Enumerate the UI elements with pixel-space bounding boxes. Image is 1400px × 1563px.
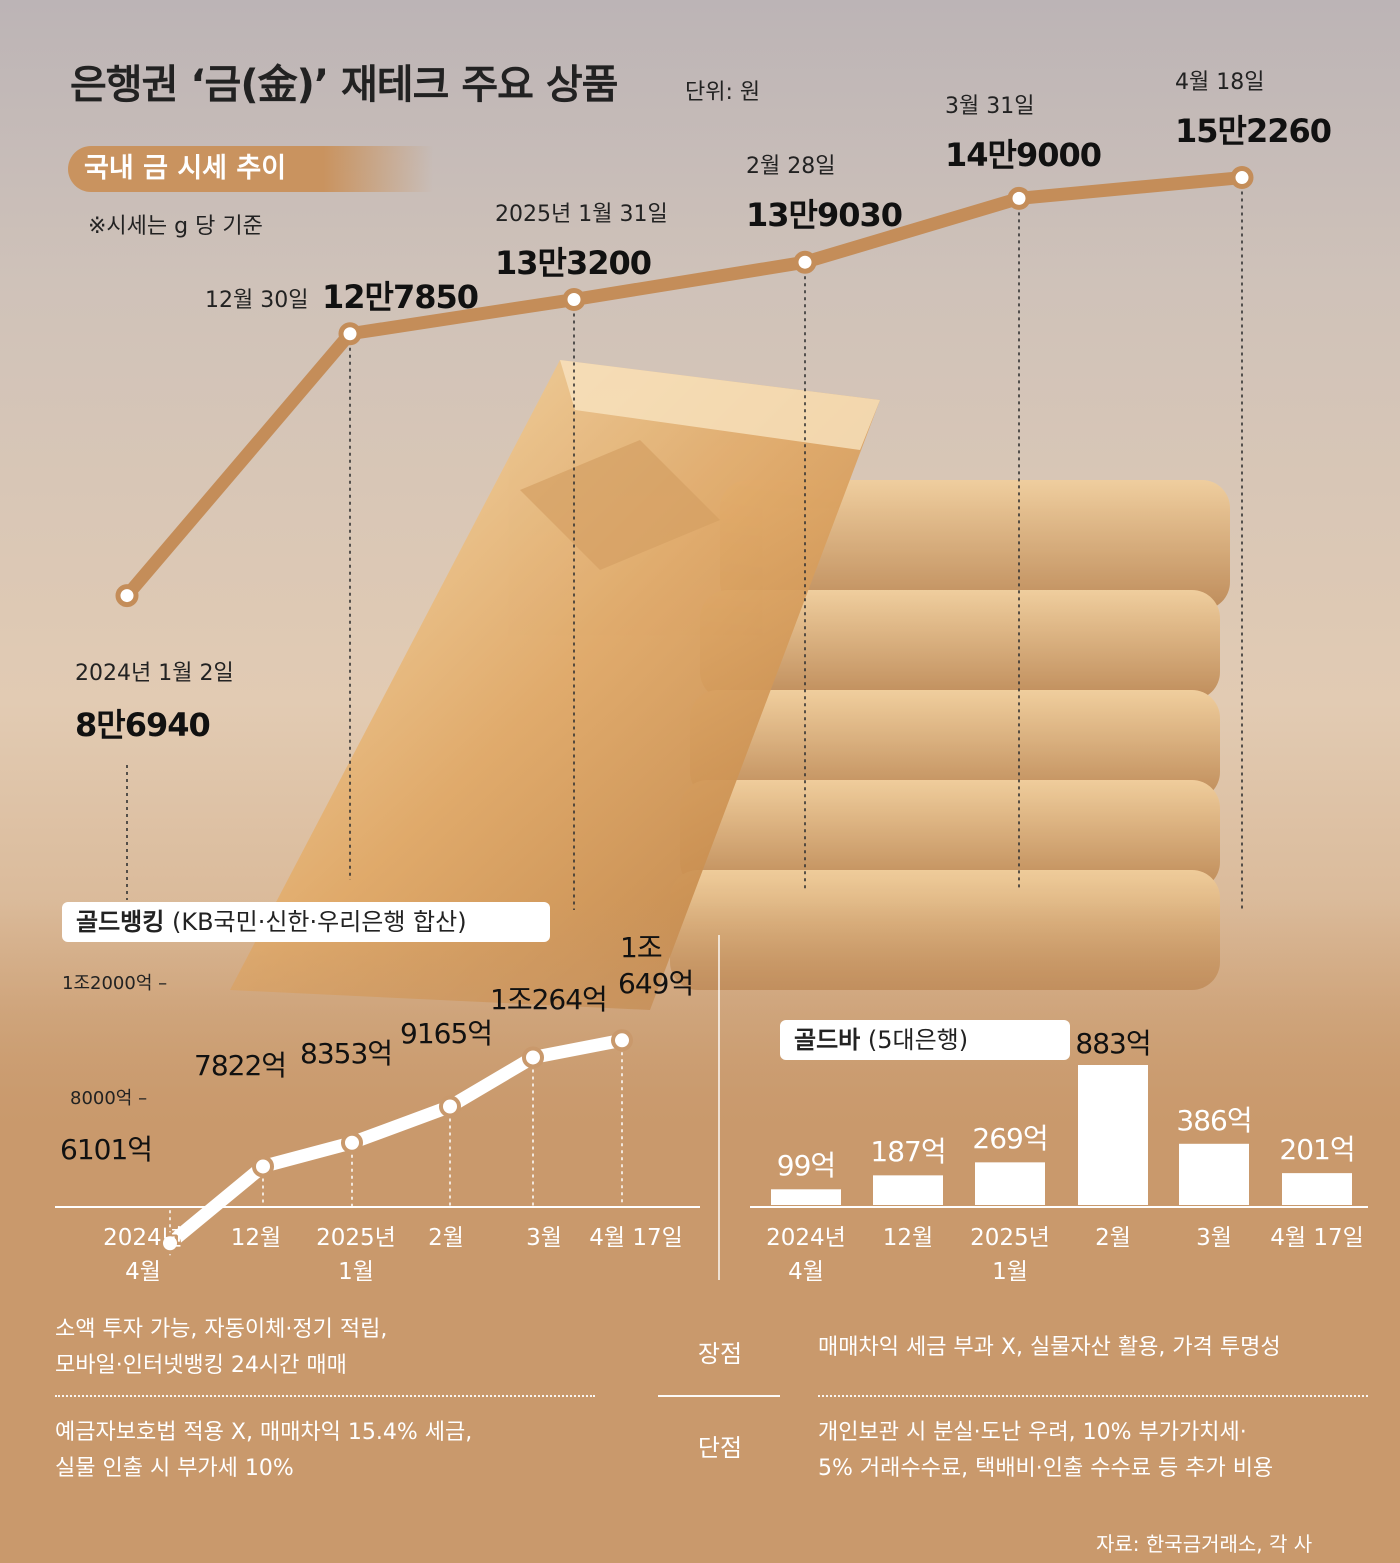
banking-x-label: 3월: [526, 1225, 562, 1251]
price-note: ※시세는 g 당 기준: [88, 214, 263, 239]
goldbar-bar: [873, 1175, 943, 1205]
stacked-bars: [670, 480, 1230, 990]
banking-axis-tick-mid: 8000억 –: [70, 1088, 148, 1109]
goldbar-bar: [975, 1162, 1045, 1205]
banking-point: [439, 1095, 461, 1118]
banking-x-label: 4월 17일: [589, 1225, 683, 1251]
banking-x-label: 2025년: [316, 1225, 396, 1251]
banking-x-label: 4월: [125, 1259, 161, 1285]
vertical-divider: [718, 935, 720, 1280]
banking-value-label: 6101억: [60, 1133, 153, 1166]
goldbar-bar: [771, 1189, 841, 1205]
banking-cons: 예금자보호법 적용 X, 매매차익 15.4% 세금, 실물 인출 시 부가세 …: [55, 1415, 472, 1487]
goldbar-pros: 매매차익 세금 부과 X, 실물자산 활용, 가격 투명성: [818, 1335, 1281, 1360]
banking-cons-line-2: 실물 인출 시 부가세 10%: [55, 1456, 294, 1481]
price-date-label: 2025년 1월 31일: [495, 202, 668, 227]
banking-point: [341, 1131, 363, 1154]
price-point: [1007, 186, 1031, 210]
price-value-label: 13만3200: [495, 244, 652, 282]
infographic-title: 은행권 ‘금(金)’ 재테크 주요 상품: [70, 62, 618, 108]
price-point: [562, 288, 586, 312]
goldbar-value-label: 187억: [870, 1135, 946, 1169]
goldbar-cons: 개인보관 시 분실·도난 우려, 10% 부가가치세· 5% 거래수수료, 택배…: [818, 1415, 1273, 1487]
price-value-label: 13만9030: [746, 196, 903, 234]
banking-value-label: 1조264억: [490, 983, 608, 1016]
price-value-label: 8만6940: [75, 706, 211, 744]
goldbar-bar: [1078, 1065, 1148, 1205]
unit-label: 단위: 원: [685, 80, 761, 105]
pros-label: 장점: [697, 1340, 743, 1368]
goldbar-value-label: 386억: [1176, 1103, 1252, 1137]
price-point: [115, 584, 139, 608]
price-value-label: 14만9000: [945, 136, 1102, 174]
banking-value-label: 8353억: [300, 1037, 393, 1070]
goldbar-x-label: 2월: [1095, 1225, 1131, 1251]
banking-axis-tick-top: 1조2000억 –: [62, 973, 168, 994]
price-point: [338, 322, 362, 346]
price-date-label: 4월 18일: [1175, 70, 1265, 95]
goldbar-x-label: 2024년: [766, 1225, 846, 1251]
price-point: [1230, 166, 1254, 190]
banking-x-label: 2월: [428, 1225, 464, 1251]
goldbar-value-label: 99억: [776, 1149, 836, 1183]
price-date-label: 3월 31일: [945, 94, 1035, 119]
price-date-label: 12월 30일: [205, 288, 309, 313]
gold-banking-subtitle: (KB국민·신한·우리은행 합산): [171, 908, 467, 936]
goldbar-x-label: 4월: [788, 1259, 824, 1285]
banking-point: [611, 1029, 633, 1052]
gold-bar-subtitle: (5대은행): [867, 1026, 969, 1054]
gold-bar-header: 골드바 (5대은행): [780, 1020, 1070, 1060]
banking-point: [522, 1046, 544, 1069]
source-note: 자료: 한국금거래소, 각 사: [1096, 1532, 1313, 1556]
banking-value-label: 649억: [618, 967, 694, 1000]
banking-value-label: 1조: [620, 931, 663, 964]
goldbar-bar: [1282, 1173, 1352, 1205]
goldbar-x-label: 12월: [882, 1225, 934, 1251]
goldbar-x-label: 3월: [1196, 1225, 1232, 1251]
banking-cons-line-1: 예금자보호법 적용 X, 매매차익 15.4% 세금,: [55, 1420, 473, 1445]
price-value-label: 12만7850: [322, 278, 479, 316]
goldbar-x-label: 1월: [992, 1259, 1028, 1285]
goldbar-bar: [1179, 1143, 1249, 1205]
cons-label: 단점: [697, 1434, 743, 1462]
gold-banking-header: 골드뱅킹 (KB국민·신한·우리은행 합산): [62, 902, 550, 942]
banking-x-label: 2024년: [103, 1225, 183, 1251]
price-date-label: 2월 28일: [746, 154, 836, 179]
divider-right: [818, 1395, 1368, 1397]
banking-x-label: 12월: [230, 1225, 282, 1251]
goldbar-x-label: 2025년: [970, 1225, 1050, 1251]
goldbar-value-label: 201억: [1279, 1133, 1355, 1167]
banking-pros-line-2: 모바일·인터넷뱅킹 24시간 매매: [55, 1353, 347, 1378]
leaning-bar: [230, 360, 880, 1010]
gold-bar-title: 골드바: [794, 1026, 861, 1054]
banking-pros-line-1: 소액 투자 가능, 자동이체·정기 적립,: [55, 1317, 388, 1342]
price-value-label: 15만2260: [1175, 112, 1332, 150]
goldbar-value-label: 883억: [1075, 1027, 1151, 1060]
banking-pros: 소액 투자 가능, 자동이체·정기 적립, 모바일·인터넷뱅킹 24시간 매매: [55, 1312, 387, 1384]
goldbar-x-label: 4월 17일: [1270, 1225, 1364, 1251]
price-date-label: 2024년 1월 2일: [75, 661, 234, 686]
banking-value-label: 7822억: [194, 1049, 287, 1082]
goldbar-cons-line-1: 개인보관 시 분실·도난 우려, 10% 부가가치세·: [818, 1420, 1247, 1445]
banking-point: [252, 1155, 274, 1178]
goldbar-value-label: 269억: [972, 1122, 1048, 1156]
banking-series-line: [163, 1033, 629, 1250]
section-tag-domestic-price: 국내 금 시세 추이: [68, 146, 433, 192]
goldbar-cons-line-2: 5% 거래수수료, 택배비·인출 수수료 등 추가 비용: [818, 1456, 1274, 1481]
gold-banking-title: 골드뱅킹: [76, 908, 165, 936]
divider-left: [55, 1395, 595, 1397]
price-series-line: [120, 171, 1249, 603]
banking-value-label: 9165억: [400, 1017, 493, 1050]
price-point: [793, 250, 817, 274]
banking-point: [159, 1232, 181, 1255]
divider-center: [658, 1395, 780, 1397]
banking-x-label: 1월: [338, 1259, 374, 1285]
